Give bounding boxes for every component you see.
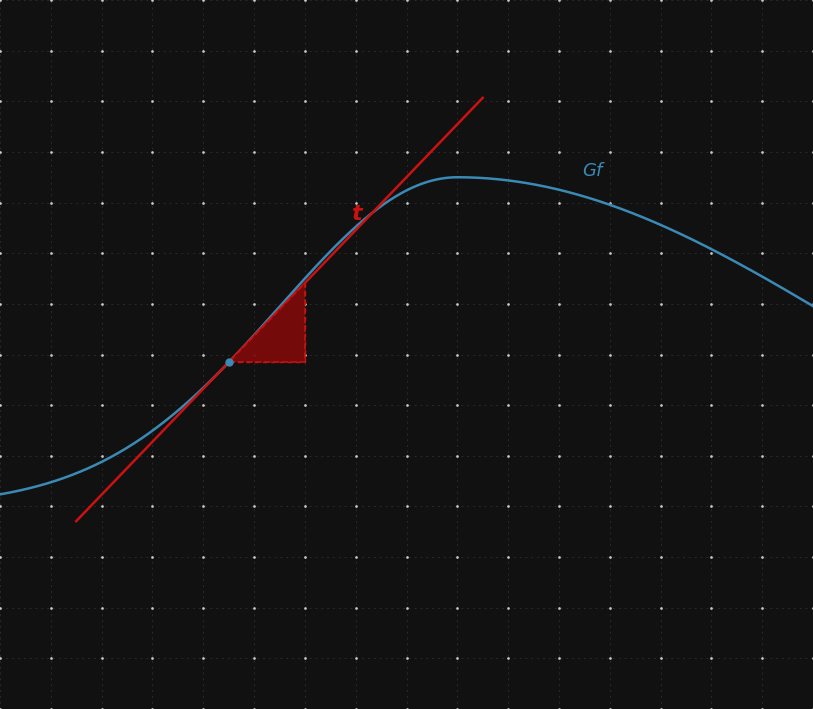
Text: t: t xyxy=(350,204,361,224)
Text: Gf: Gf xyxy=(582,162,602,179)
Polygon shape xyxy=(228,283,305,362)
